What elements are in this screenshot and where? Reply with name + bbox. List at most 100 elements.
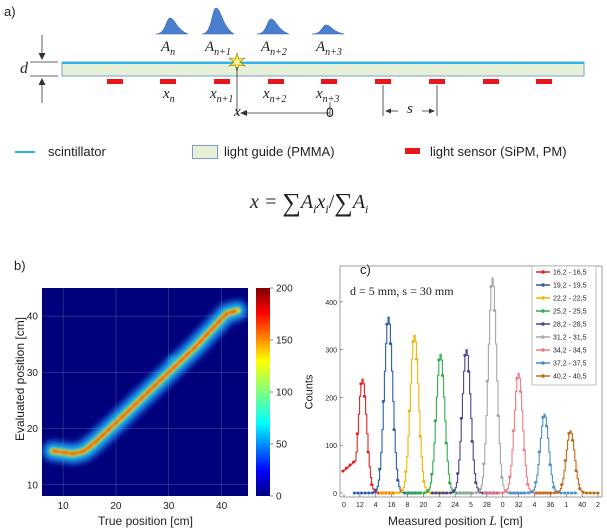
series-point-7	[523, 491, 527, 495]
series-point-0	[352, 460, 356, 464]
series-point-7	[512, 491, 516, 495]
series-point-0	[359, 382, 363, 386]
series-point-2	[396, 491, 400, 495]
legend-label-6: 34,2 - 34,5	[553, 348, 587, 355]
heatmap-core-red	[51, 308, 239, 456]
series-point-4	[438, 491, 442, 495]
legend-marker-1	[541, 283, 545, 287]
series-point-5	[464, 491, 468, 495]
series-point-4	[474, 480, 478, 484]
series-point-6	[522, 448, 526, 452]
series-point-0	[362, 394, 366, 398]
heatmap-xtick-label: 30	[163, 501, 175, 512]
series-point-5	[492, 308, 496, 312]
heatmap-core	[49, 307, 241, 457]
line-chart-xtick-label: 12	[356, 502, 364, 509]
series-point-1	[363, 491, 367, 495]
series-point-5	[500, 475, 504, 479]
signal-pulse-3	[311, 24, 345, 35]
heatmap-ytick-label: 20	[27, 424, 39, 435]
legend-marker-6	[541, 348, 545, 352]
legend-light-sensor-label: light sensor (SiPM, PM)	[430, 144, 567, 159]
line-chart-xtick-label: 4	[374, 502, 378, 509]
legend-marker-8	[541, 374, 545, 378]
light-sensor-1	[160, 79, 176, 84]
light-guide	[61, 61, 585, 77]
colorbar-tick-label: 50	[276, 440, 288, 451]
heatmap-xtick-label: 10	[58, 501, 70, 512]
series-point-5	[478, 487, 482, 491]
line-chart-xtick-label: 5	[469, 502, 473, 509]
heatmap-xtick-label: 20	[110, 501, 122, 512]
line-chart-ylabel: Counts	[303, 374, 316, 410]
series-point-2	[414, 357, 418, 361]
sensor-label-n: xn	[163, 86, 175, 105]
series-point-0	[341, 469, 345, 473]
series-point-7	[508, 491, 512, 495]
series-point-3	[419, 491, 423, 495]
series-point-5	[460, 491, 464, 495]
light-sensor-4	[321, 79, 337, 84]
legend-label-7: 37,2 - 37,5	[553, 361, 587, 368]
d-arrowhead-top	[38, 53, 46, 60]
colorbar-tick-label: 100	[276, 388, 293, 399]
legend-label-1: 19,2 - 19,5	[553, 283, 587, 290]
series-point-6	[500, 491, 504, 495]
series-point-2	[404, 470, 408, 474]
line-chart-xtick-label: 20	[419, 502, 427, 509]
series-point-2	[378, 491, 382, 495]
series-point-1	[352, 491, 356, 495]
sensor-label-n3: xn+3	[316, 86, 340, 105]
series-point-0	[355, 432, 359, 436]
sensor-label-n1: xn+1	[210, 86, 234, 105]
legend-label-3: 25,2 - 25,5	[553, 309, 587, 316]
line-chart-xtick-label: 16	[388, 502, 396, 509]
series-point-7	[530, 490, 534, 494]
series-point-8	[552, 491, 556, 495]
line-chart-ytick-label: 300	[325, 348, 337, 355]
series-point-0	[366, 450, 370, 454]
panel-c-label: c)	[360, 262, 371, 277]
sensor-label-n2: xn+2	[263, 86, 287, 105]
legend-marker-5	[541, 335, 545, 339]
series-point-4	[459, 416, 463, 420]
series-point-4	[470, 439, 474, 443]
legend-marker-3	[541, 309, 545, 313]
legend-label-2: 22,2 - 22,5	[553, 296, 587, 303]
heatmap-ytick-label: 30	[27, 368, 39, 379]
series-point-8	[567, 431, 571, 435]
line-chart-ytick-label: 400	[325, 300, 337, 307]
series-point-6	[490, 491, 494, 495]
origin-label: 0	[326, 104, 334, 120]
series-point-1	[356, 491, 360, 495]
series-line-8	[536, 430, 600, 494]
series-point-4	[466, 369, 470, 373]
series-point-2	[422, 479, 426, 483]
series-point-2	[400, 488, 404, 492]
legend-light-sensor-swatch	[405, 148, 420, 154]
series-point-1	[385, 322, 389, 326]
series-point-3	[426, 489, 430, 493]
series-point-8	[542, 491, 546, 495]
series-point-6	[497, 491, 501, 495]
line-chart-ytick-label: 0	[333, 491, 337, 498]
x-arrowhead	[240, 110, 247, 116]
legend-label-5: 31,2 - 31,5	[553, 335, 587, 342]
s-arrowhead-right	[429, 108, 435, 114]
series-point-5	[485, 379, 489, 383]
line-chart-xtick-label: 2	[596, 502, 600, 509]
series-point-8	[563, 459, 567, 463]
light-sensor-0	[107, 79, 123, 84]
light-sensor-6	[429, 79, 445, 84]
light-sensor-5	[375, 79, 391, 84]
series-point-7	[526, 491, 530, 495]
series-point-2	[393, 491, 397, 495]
spacing-label: s	[407, 101, 413, 117]
series-point-6	[504, 489, 508, 493]
series-point-5	[456, 491, 460, 495]
colorbar-tick-label: 0	[276, 492, 282, 503]
series-point-1	[396, 478, 400, 482]
series-point-8	[581, 491, 585, 495]
series-line-5	[458, 277, 526, 494]
line-chart-xtick-label: 36	[546, 502, 554, 509]
